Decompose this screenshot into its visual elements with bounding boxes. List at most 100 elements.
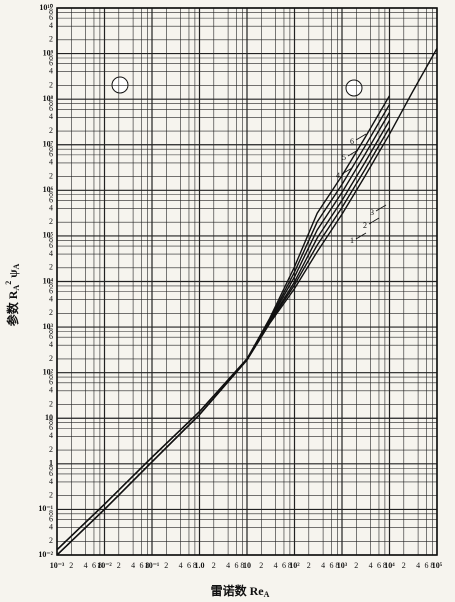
y-tick-label: 8 [49, 372, 53, 381]
x-tick-label: 4 [131, 561, 135, 570]
x-tick-label: 8 [193, 561, 197, 570]
y-tick-label: 10⁻¹ [38, 504, 53, 513]
y-tick-label: 4 [49, 67, 53, 76]
y-tick-label: 10¹⁰ [39, 3, 53, 12]
y-tick-label: 8 [49, 417, 53, 426]
y-tick-label: 4 [49, 522, 53, 531]
leader-line [355, 232, 367, 240]
y-label-text: 参数 R [5, 290, 20, 326]
x-tick-label: 4 [416, 561, 420, 570]
curve-label: 1 [350, 236, 354, 245]
y-tick-label: 10⁴ [43, 276, 54, 285]
x-axis-label: 雷诺数 ReA [211, 583, 270, 599]
x-tick-label: 2 [402, 561, 406, 570]
x-tick-label: 2 [164, 561, 168, 570]
y-label-sup: 2 [4, 281, 13, 285]
curve-label: 2 [363, 221, 367, 230]
y-tick-label: 8 [49, 463, 53, 472]
blank-circle [111, 76, 129, 94]
y-tick-label: 2 [49, 217, 53, 226]
y-tick-label: 4 [49, 294, 53, 303]
y-tick-label: 2 [49, 445, 53, 454]
x-tick-label: 6 [424, 561, 428, 570]
y-tick-label: 8 [49, 509, 53, 518]
curve-label: 5 [342, 153, 346, 162]
y-tick-label: 2 [49, 263, 53, 272]
x-tick-label: 6 [92, 561, 96, 570]
y-tick-label: 8 [49, 53, 53, 62]
y-tick-label: 2 [49, 491, 53, 500]
y-tick-label: 8 [49, 326, 53, 335]
y-tick-label: 6 [49, 514, 53, 523]
curve-label: 6 [350, 137, 354, 146]
y-tick-label: 6 [49, 104, 53, 113]
y-tick-label: 8 [49, 7, 53, 16]
y-tick-label: 6 [49, 286, 53, 295]
y-tick-label: 10⁹ [43, 48, 54, 57]
y-tick-label: 4 [49, 203, 53, 212]
y-label-text2: ψ [6, 269, 20, 278]
y-label-sub2: A [12, 264, 21, 270]
x-tick-label: 2 [259, 561, 263, 570]
y-tick-label: 10⁵ [43, 231, 54, 240]
x-tick-label: 10⁻¹ [145, 561, 160, 570]
plot-frame [56, 7, 438, 556]
y-tick-label: 10² [43, 367, 54, 376]
y-tick-label: 10⁷ [43, 140, 54, 149]
x-tick-label: 2 [117, 561, 121, 570]
x-tick-label: 10⁴ [384, 561, 395, 570]
x-tick-label: 8 [288, 561, 292, 570]
x-tick-label: 8 [335, 561, 339, 570]
curve-label: 3 [370, 208, 374, 217]
x-tick-label: 8 [98, 561, 102, 570]
leader-line [375, 204, 387, 212]
x-label-text: 雷诺数 Re [211, 583, 265, 598]
x-tick-label: 2 [354, 561, 358, 570]
leader-line [355, 133, 367, 141]
y-tick-label: 6 [49, 13, 53, 22]
x-tick-label: 2 [69, 561, 73, 570]
x-tick-label: 10⁵ [432, 561, 443, 570]
y-tick-label: 6 [49, 59, 53, 68]
x-tick-label: 6 [139, 561, 143, 570]
x-tick-label: 2 [212, 561, 216, 570]
y-tick-label: 4 [49, 249, 53, 258]
y-tick-label: 8 [49, 98, 53, 107]
x-tick-label: 6 [234, 561, 238, 570]
x-tick-label: 6 [329, 561, 333, 570]
x-tick-label: 10² [289, 561, 300, 570]
x-tick-label: 4 [274, 561, 278, 570]
y-tick-label: 8 [49, 144, 53, 153]
y-tick-label: 2 [49, 308, 53, 317]
y-tick-label: 6 [49, 378, 53, 387]
x-tick-label: 4 [321, 561, 325, 570]
y-tick-label: 1 [49, 459, 53, 468]
y-tick-label: 2 [49, 171, 53, 180]
y-tick-label: 2 [49, 80, 53, 89]
x-tick-label: 10 [243, 561, 251, 570]
x-tick-label: 8 [145, 561, 149, 570]
y-tick-label: 6 [49, 332, 53, 341]
y-label-sub: A [12, 285, 21, 291]
y-tick-label: 2 [49, 399, 53, 408]
y-tick-label: 2 [49, 354, 53, 363]
y-tick-label: 6 [49, 195, 53, 204]
x-tick-label: 4 [226, 561, 230, 570]
y-tick-label: 6 [49, 241, 53, 250]
x-tick-label: 10⁻² [97, 561, 112, 570]
y-tick-label: 2 [49, 35, 53, 44]
x-tick-label: 1.0 [195, 561, 205, 570]
x-tick-label: 8 [430, 561, 434, 570]
leader-line [368, 217, 380, 225]
x-tick-label: 10³ [337, 561, 348, 570]
x-tick-label: 8 [240, 561, 244, 570]
y-tick-label: 2 [49, 126, 53, 135]
y-tick-label: 6 [49, 423, 53, 432]
y-tick-label: 8 [49, 190, 53, 199]
x-tick-label: 4 [369, 561, 373, 570]
y-tick-label: 10 [45, 413, 53, 422]
y-tick-label: 4 [49, 340, 53, 349]
y-tick-label: 2 [49, 536, 53, 545]
